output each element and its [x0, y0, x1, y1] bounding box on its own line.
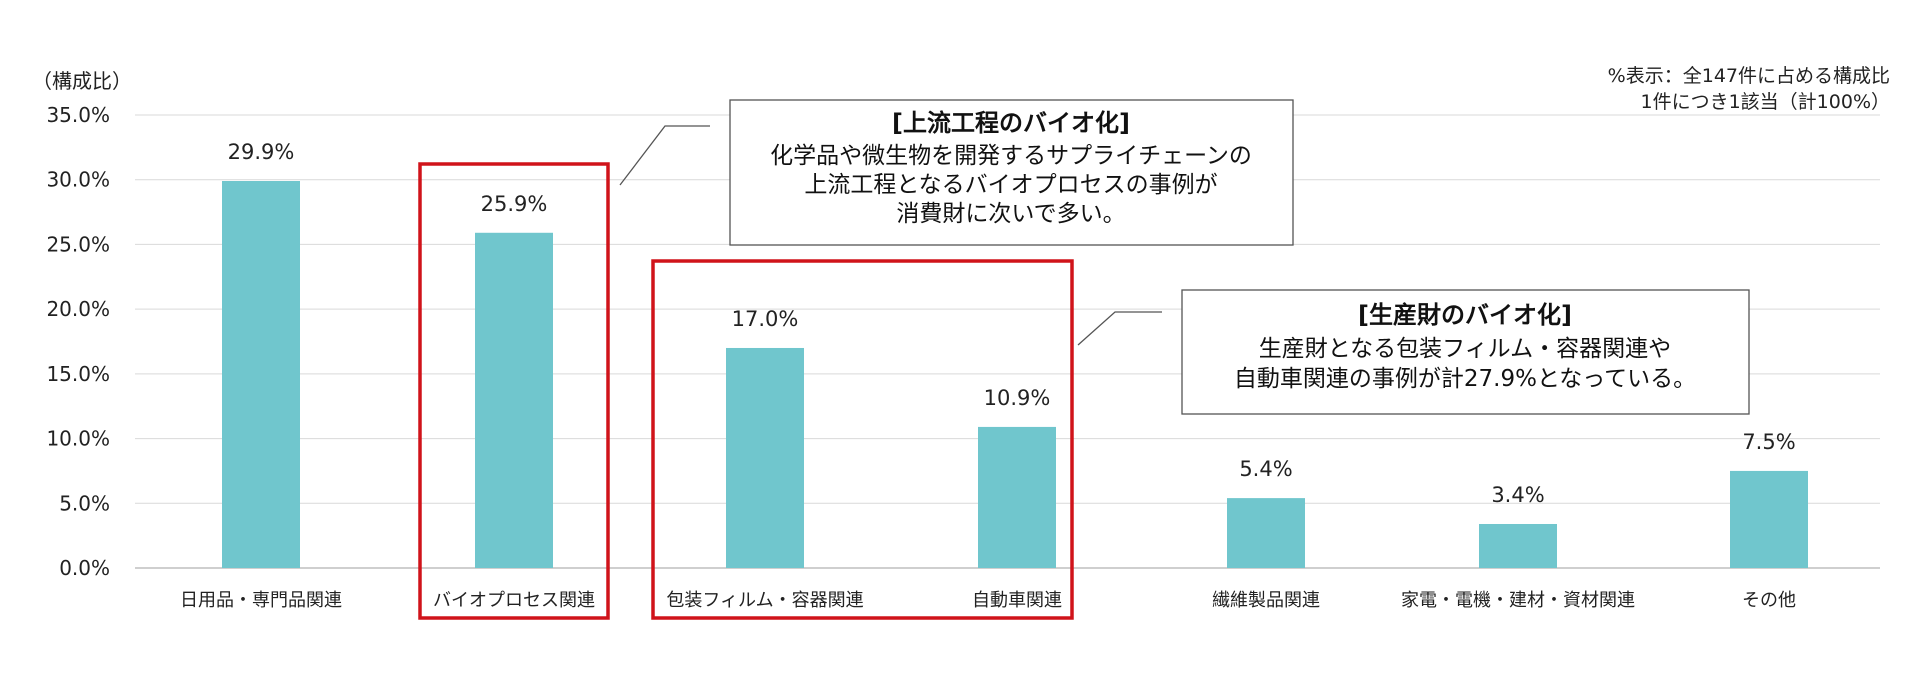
- data-label: 3.4%: [1491, 483, 1544, 507]
- data-label: 29.9%: [228, 140, 295, 164]
- callout-2-line-2: 自動車関連の事例が計27.9%となっている。: [1234, 366, 1696, 392]
- category-label: バイオプロセス関連: [433, 590, 595, 611]
- category-label: 包装フィルム・容器関連: [666, 590, 863, 611]
- data-label: 7.5%: [1742, 430, 1795, 454]
- data-label: 5.4%: [1239, 457, 1292, 481]
- callout-1-line-3: 消費財に次いで多い。: [896, 201, 1125, 227]
- callout-box-1: [729, 99, 1294, 246]
- bar: [1730, 470, 1808, 568]
- data-label: 17.0%: [732, 307, 799, 331]
- callout-2-title: [生産財のバイオ化]: [1358, 301, 1572, 329]
- y-tick-label: 20.0%: [46, 297, 110, 321]
- category-label: 家電・電機・建材・資材関連: [1401, 590, 1635, 611]
- callout-1-line-2: 上流工程となるバイオプロセスの事例が: [804, 172, 1217, 198]
- bar: [475, 232, 553, 568]
- bars: [222, 181, 1808, 568]
- callout-1-line-1: 化学品や微生物を開発するサプライチェーンの: [770, 143, 1252, 169]
- bar: [222, 181, 300, 568]
- callout-leader-2: [1077, 311, 1162, 346]
- y-tick-label: 25.0%: [46, 232, 110, 256]
- category-label: 日用品・専門品関連: [180, 590, 342, 611]
- category-label: 繊維製品関連: [1212, 590, 1320, 611]
- data-label: 25.9%: [481, 192, 548, 216]
- callout-1-title: [上流工程のバイオ化]: [892, 109, 1130, 137]
- category-labels: 日用品・専門品関連 バイオプロセス関連 包装フィルム・容器関連 自動車関連 繊維製品関連…: [180, 590, 1796, 611]
- data-labels: 29.9% 25.9% 17.0% 10.9% 5.4% 3.4% 7.5%: [228, 140, 1796, 507]
- y-axis-label: （構成比）: [32, 69, 132, 93]
- note-line-1: %表示：全147件に占める構成比: [1608, 65, 1890, 87]
- y-tick-label: 10.0%: [46, 427, 110, 451]
- bar: [1479, 523, 1557, 568]
- data-label: 10.9%: [984, 386, 1051, 410]
- highlight-box-production-goods: [651, 259, 1074, 620]
- y-tick-label: 0.0%: [59, 556, 110, 580]
- callout-box-2: [1181, 289, 1750, 415]
- bar: [978, 426, 1056, 568]
- note-line-2: 1件につき1該当（計100%）: [1641, 91, 1891, 113]
- category-label: 自動車関連: [972, 590, 1062, 611]
- y-tick-label: 15.0%: [46, 362, 110, 386]
- highlight-box-bioprocess: [418, 162, 610, 620]
- bar: [726, 347, 804, 568]
- callout-leader-1: [619, 125, 710, 186]
- category-label: その他: [1742, 590, 1796, 611]
- callout-2-line-1: 生産財となる包装フィルム・容器関連や: [1259, 336, 1671, 362]
- y-tick-label: 30.0%: [46, 168, 110, 192]
- y-tick-label: 35.0%: [46, 103, 110, 127]
- y-tick-label: 5.0%: [59, 491, 110, 515]
- y-axis-ticks: 0.0% 5.0% 10.0% 15.0% 20.0% 25.0% 30.0% 35.0%: [46, 103, 110, 580]
- bar: [1227, 498, 1305, 568]
